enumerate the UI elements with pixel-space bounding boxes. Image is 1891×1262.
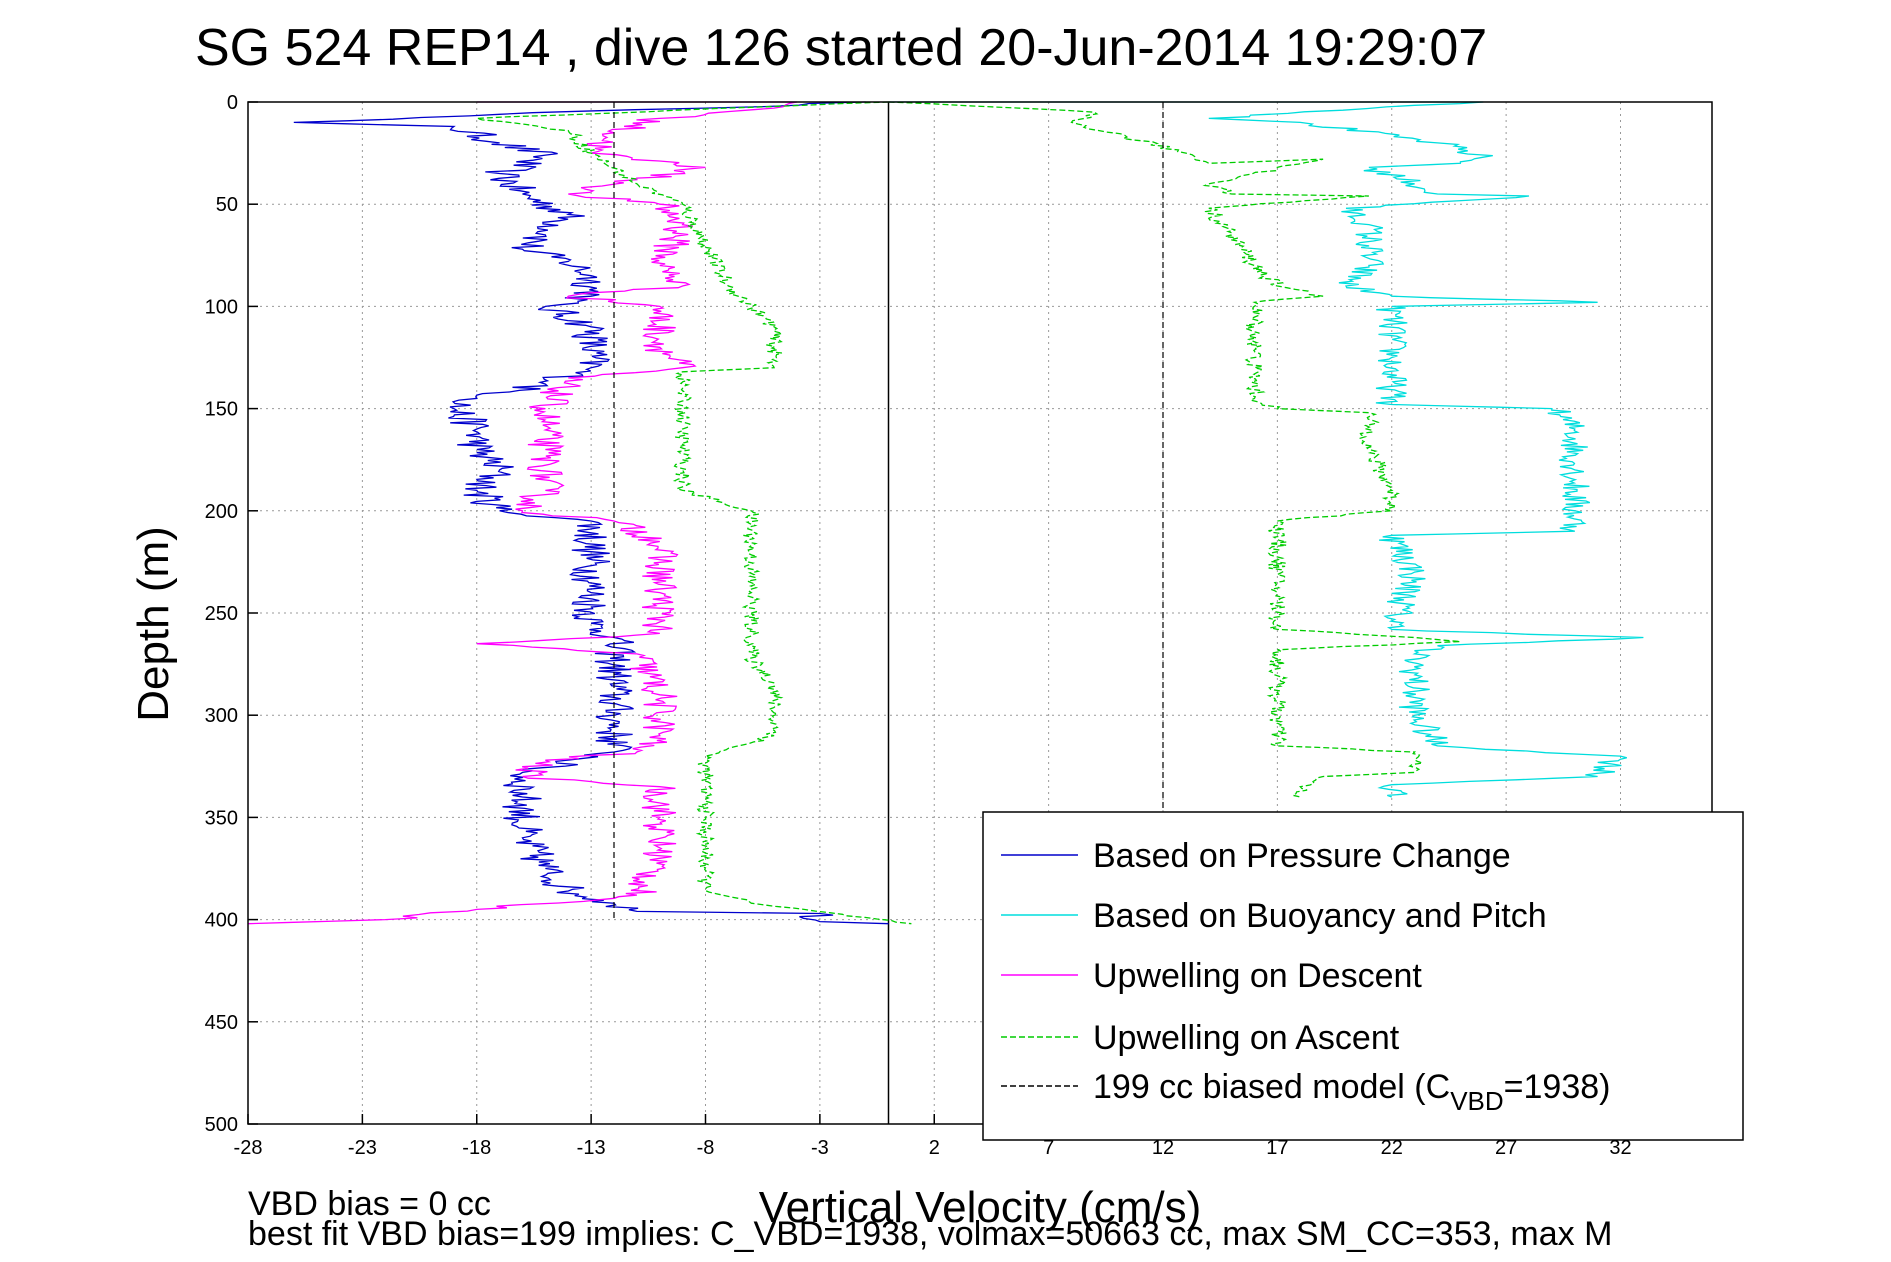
- x-tick-label: 22: [1381, 1137, 1403, 1159]
- chart-title: SG 524 REP14 , dive 126 started 20-Jun-2…: [195, 19, 1487, 77]
- series-line: [888, 101, 1461, 798]
- ticks: -28 -23 -18 -13 -8 -3 2 7 12 17 22 27 32050100150200…: [205, 92, 1632, 1159]
- legend-label: Upwelling on Descent: [1093, 957, 1422, 995]
- x-tick-label: 17: [1266, 1137, 1288, 1159]
- y-tick-label: 450: [205, 1012, 238, 1034]
- y-tick-label: 250: [205, 603, 238, 625]
- legend-label: Upwelling on Ascent: [1093, 1019, 1400, 1057]
- legend-label: 199 cc biased model (CVBD=1938): [1093, 1068, 1610, 1116]
- legend: Based on Pressure Change Based on Buoyanc…: [982, 811, 1744, 1141]
- series-line: [247, 101, 798, 925]
- footer-line-1: VBD bias = 0 cc: [248, 1185, 491, 1223]
- x-tick-label: 32: [1609, 1137, 1631, 1159]
- y-tick-label: 100: [205, 296, 238, 318]
- series-line: [888, 101, 1644, 798]
- legend-label: Based on Pressure Change: [1093, 837, 1511, 875]
- y-tick-label: 300: [205, 705, 238, 727]
- y-tick-label: 400: [205, 910, 238, 932]
- x-tick-label: -23: [348, 1137, 377, 1159]
- x-tick-label: -8: [697, 1137, 715, 1159]
- x-axis-label: Vertical Velocity (cm/s): [759, 1183, 1202, 1232]
- series-layer: [247, 101, 1644, 1124]
- x-tick-label: 12: [1152, 1137, 1174, 1159]
- y-tick-label: 50: [216, 194, 238, 216]
- x-tick-label: -3: [811, 1137, 829, 1159]
- footer-line-2: best fit VBD bias=199 implies: C_VBD=193…: [248, 1215, 1612, 1253]
- legend-box: [982, 811, 1744, 1141]
- x-tick-label: 27: [1495, 1137, 1517, 1159]
- series-line: [293, 101, 889, 925]
- y-tick-label: 150: [205, 399, 238, 421]
- y-tick-label: 350: [205, 807, 238, 829]
- y-tick-label: 0: [227, 92, 238, 114]
- x-tick-label: 2: [929, 1137, 940, 1159]
- y-tick-label: 500: [205, 1114, 238, 1136]
- series-line: [476, 101, 912, 925]
- legend-label: Based on Buoyancy and Pitch: [1093, 897, 1547, 935]
- y-tick-label: 200: [205, 501, 238, 523]
- x-tick-label: -28: [234, 1137, 263, 1159]
- x-tick-label: -18: [462, 1137, 491, 1159]
- x-tick-label: 7: [1043, 1137, 1054, 1159]
- x-tick-label: -13: [577, 1137, 606, 1159]
- y-axis-label: Depth (m): [129, 526, 178, 722]
